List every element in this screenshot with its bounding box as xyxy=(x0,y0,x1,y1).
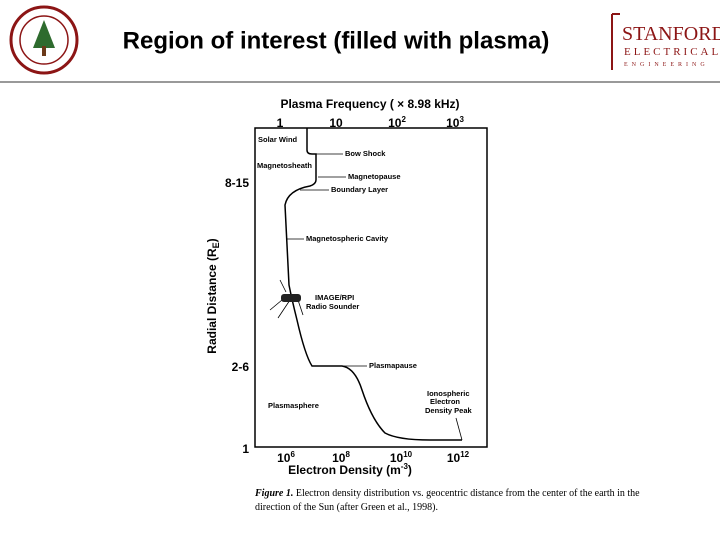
annotation: Magnetospheric Cavity xyxy=(306,234,389,243)
annotation: Radio Sounder xyxy=(306,302,359,311)
annotation: Plasmasphere xyxy=(268,401,319,410)
tick-label: 1010 xyxy=(390,450,413,465)
department-logo: STANFORD ELECTRICAL ENGINEERING xyxy=(611,13,720,70)
annotation: Boundary Layer xyxy=(331,185,388,194)
tick-label: 1012 xyxy=(447,450,470,465)
density-curve xyxy=(284,128,462,441)
university-seal xyxy=(9,5,79,75)
x-axis-title: Electron Density (m-3) xyxy=(288,462,412,477)
annotation: Ionospheric xyxy=(427,389,470,398)
plot-frame xyxy=(254,127,488,448)
text-part: 10 xyxy=(332,451,346,465)
caption: direction of the Sun (after Green et al.… xyxy=(255,502,438,513)
logo-line: ENGINEERING xyxy=(624,62,709,68)
annotation: Electron xyxy=(430,397,460,406)
text-part: -3 xyxy=(401,462,409,471)
text-part: 10 xyxy=(388,116,402,130)
text-part: 10 xyxy=(329,116,343,130)
annotation: Plasmapause xyxy=(369,361,417,370)
tick-label: 106 xyxy=(277,450,295,465)
tick-label: 10 xyxy=(329,116,343,130)
tick-label: 103 xyxy=(446,115,464,130)
satellite-icon xyxy=(281,294,301,302)
text-part: 12 xyxy=(460,450,469,459)
text-part: 10 xyxy=(403,450,412,459)
top-axis-title: Plasma Frequency ( × 8.98 kHz) xyxy=(280,97,459,111)
annotation: Magnetopause xyxy=(348,172,401,181)
logo-line: ELECTRICAL xyxy=(624,46,720,58)
text-part: 10 xyxy=(390,451,404,465)
y-tick-label: 1 xyxy=(242,442,249,456)
annotation: Density Peak xyxy=(425,406,473,415)
slide-title: Region of interest (filled with plasma) xyxy=(123,27,550,54)
y-tick-label: 8-15 xyxy=(225,176,249,190)
text-part: 8 xyxy=(345,450,350,459)
annotation: Bow Shock xyxy=(345,149,386,158)
text-part: 3 xyxy=(459,115,464,124)
text-part: 2 xyxy=(401,115,406,124)
annotation: Magnetosheath xyxy=(257,161,312,170)
tick-label: 108 xyxy=(332,450,350,465)
tick-label: 1 xyxy=(277,116,284,130)
caption: Figure 1. Electron density distribution … xyxy=(254,488,640,499)
figure: Plasma Frequency ( × 8.98 kHz) Radial Di… xyxy=(205,97,640,513)
y-tick-label: 2-6 xyxy=(232,360,250,374)
text-part: 10 xyxy=(446,116,460,130)
text-part: 10 xyxy=(277,451,291,465)
text-part: Radial Distance (R xyxy=(205,248,219,354)
text-part: ) xyxy=(408,463,412,477)
text-part: Electron Density (m xyxy=(288,463,401,477)
text-part: 6 xyxy=(290,450,295,459)
annotation: Solar Wind xyxy=(258,135,298,144)
tick-label: 102 xyxy=(388,115,406,130)
y-axis-title: Radial Distance (RE) xyxy=(205,238,221,353)
text-part: ) xyxy=(205,238,219,242)
leader-lines xyxy=(269,153,463,441)
logo-name: STANFORD xyxy=(622,23,720,45)
text-part: E xyxy=(211,242,221,248)
text-part: 1 xyxy=(277,116,284,130)
text-part: 10 xyxy=(447,451,461,465)
annotation: IMAGE/RPI xyxy=(315,293,354,302)
